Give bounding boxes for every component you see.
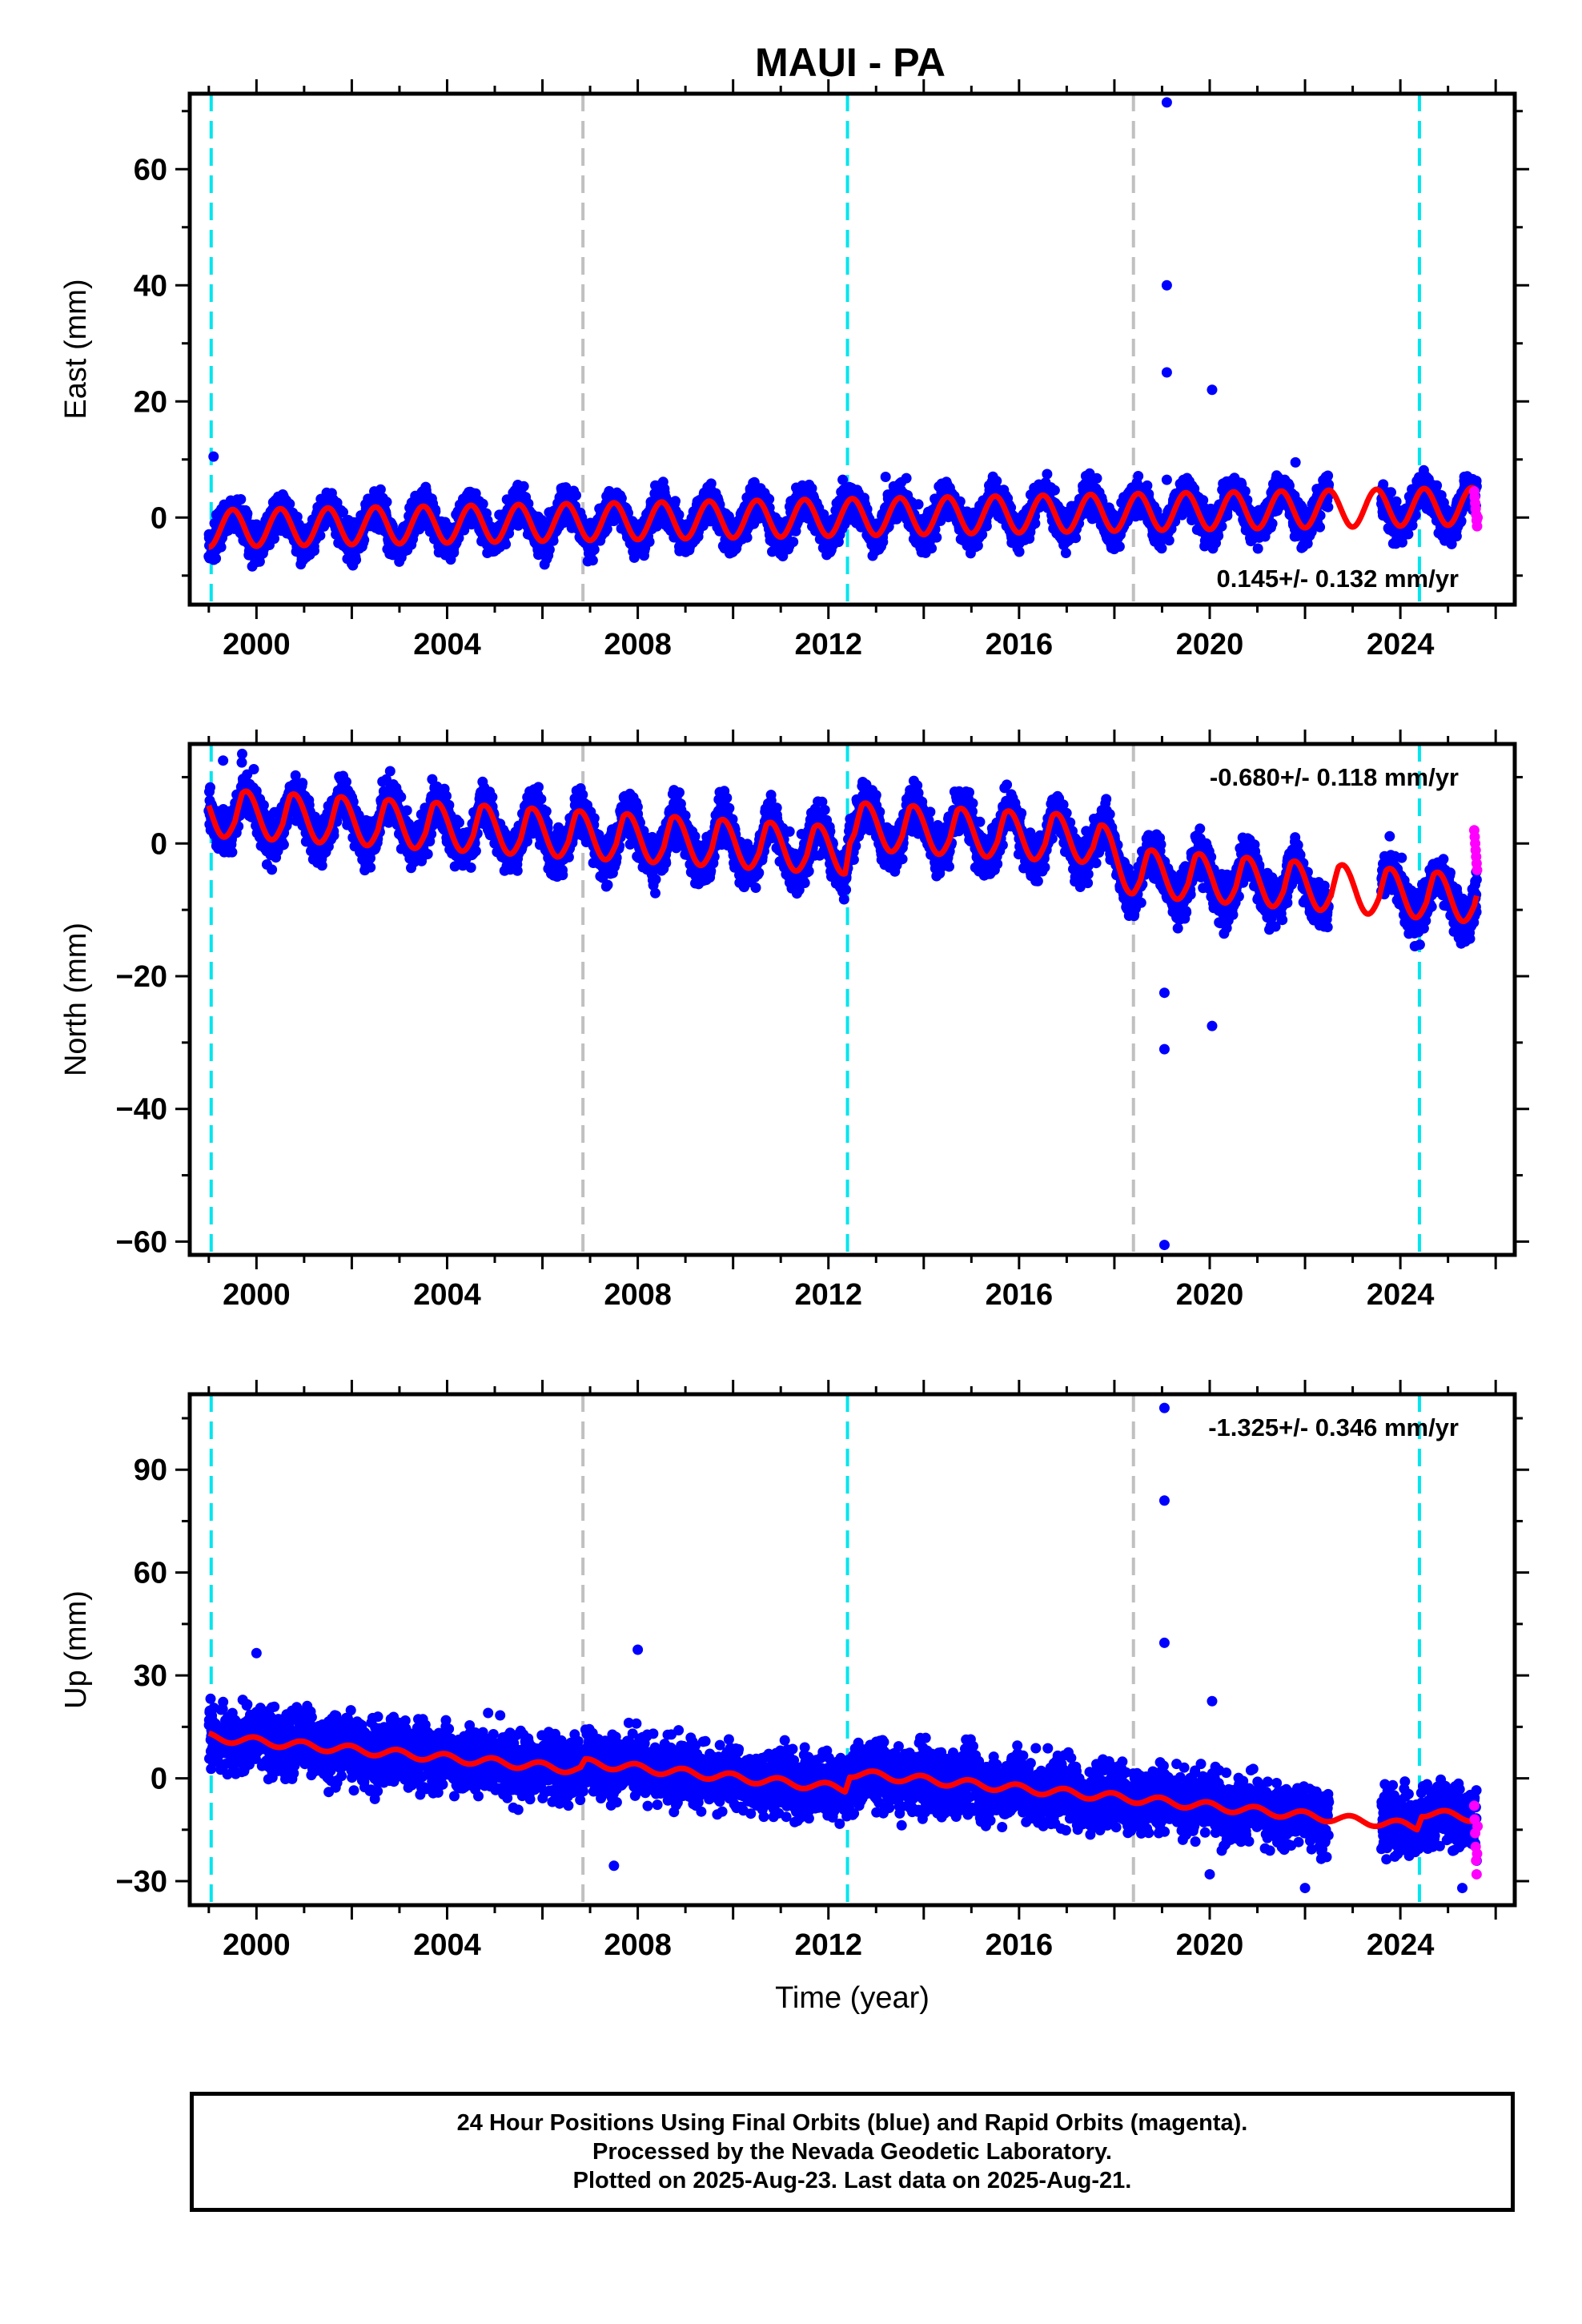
data-point (211, 553, 222, 564)
data-point (788, 537, 799, 548)
data-point (1252, 543, 1263, 554)
data-point (518, 480, 529, 492)
data-point (309, 545, 319, 557)
data-point (351, 554, 362, 565)
data-point (931, 532, 942, 543)
data-point (901, 472, 912, 484)
data-point (375, 484, 386, 495)
data-point (1239, 485, 1251, 497)
plot-area-east (203, 94, 1484, 605)
data-point (1049, 485, 1060, 496)
panel-east: 2000 2004 2008 2012 2016 2020 20240204060East … (59, 79, 1529, 661)
data-point (242, 508, 253, 519)
data-point (500, 539, 512, 550)
data-point (1156, 543, 1167, 554)
data-point (587, 555, 598, 566)
data-point (877, 537, 889, 548)
data-point (1042, 468, 1053, 480)
chart-title: MAUI - PA (755, 40, 946, 85)
data-point (477, 498, 488, 509)
data-point (235, 494, 247, 505)
data-point (381, 497, 392, 508)
data-point (1070, 533, 1082, 544)
data-point (571, 490, 581, 501)
data-point (1091, 472, 1102, 484)
data-point (315, 530, 326, 541)
data-point (448, 547, 460, 558)
data-point (544, 544, 555, 555)
data-point (1163, 535, 1174, 546)
data-point (991, 476, 1002, 487)
data-point (284, 498, 295, 509)
data-point (1060, 548, 1071, 558)
data-point (215, 541, 227, 553)
data-point (1133, 471, 1144, 481)
data-point (1114, 541, 1125, 552)
data-point (1267, 518, 1278, 529)
data-point (913, 499, 924, 510)
data-point (338, 507, 348, 518)
panels-group: 2000 2004 2008 2012 2016 2020 20240204060East … (59, 79, 1529, 2015)
data-point (644, 537, 655, 547)
data-point (926, 543, 938, 554)
data-point (254, 556, 265, 567)
data-point (670, 496, 681, 507)
data-point (705, 478, 717, 489)
